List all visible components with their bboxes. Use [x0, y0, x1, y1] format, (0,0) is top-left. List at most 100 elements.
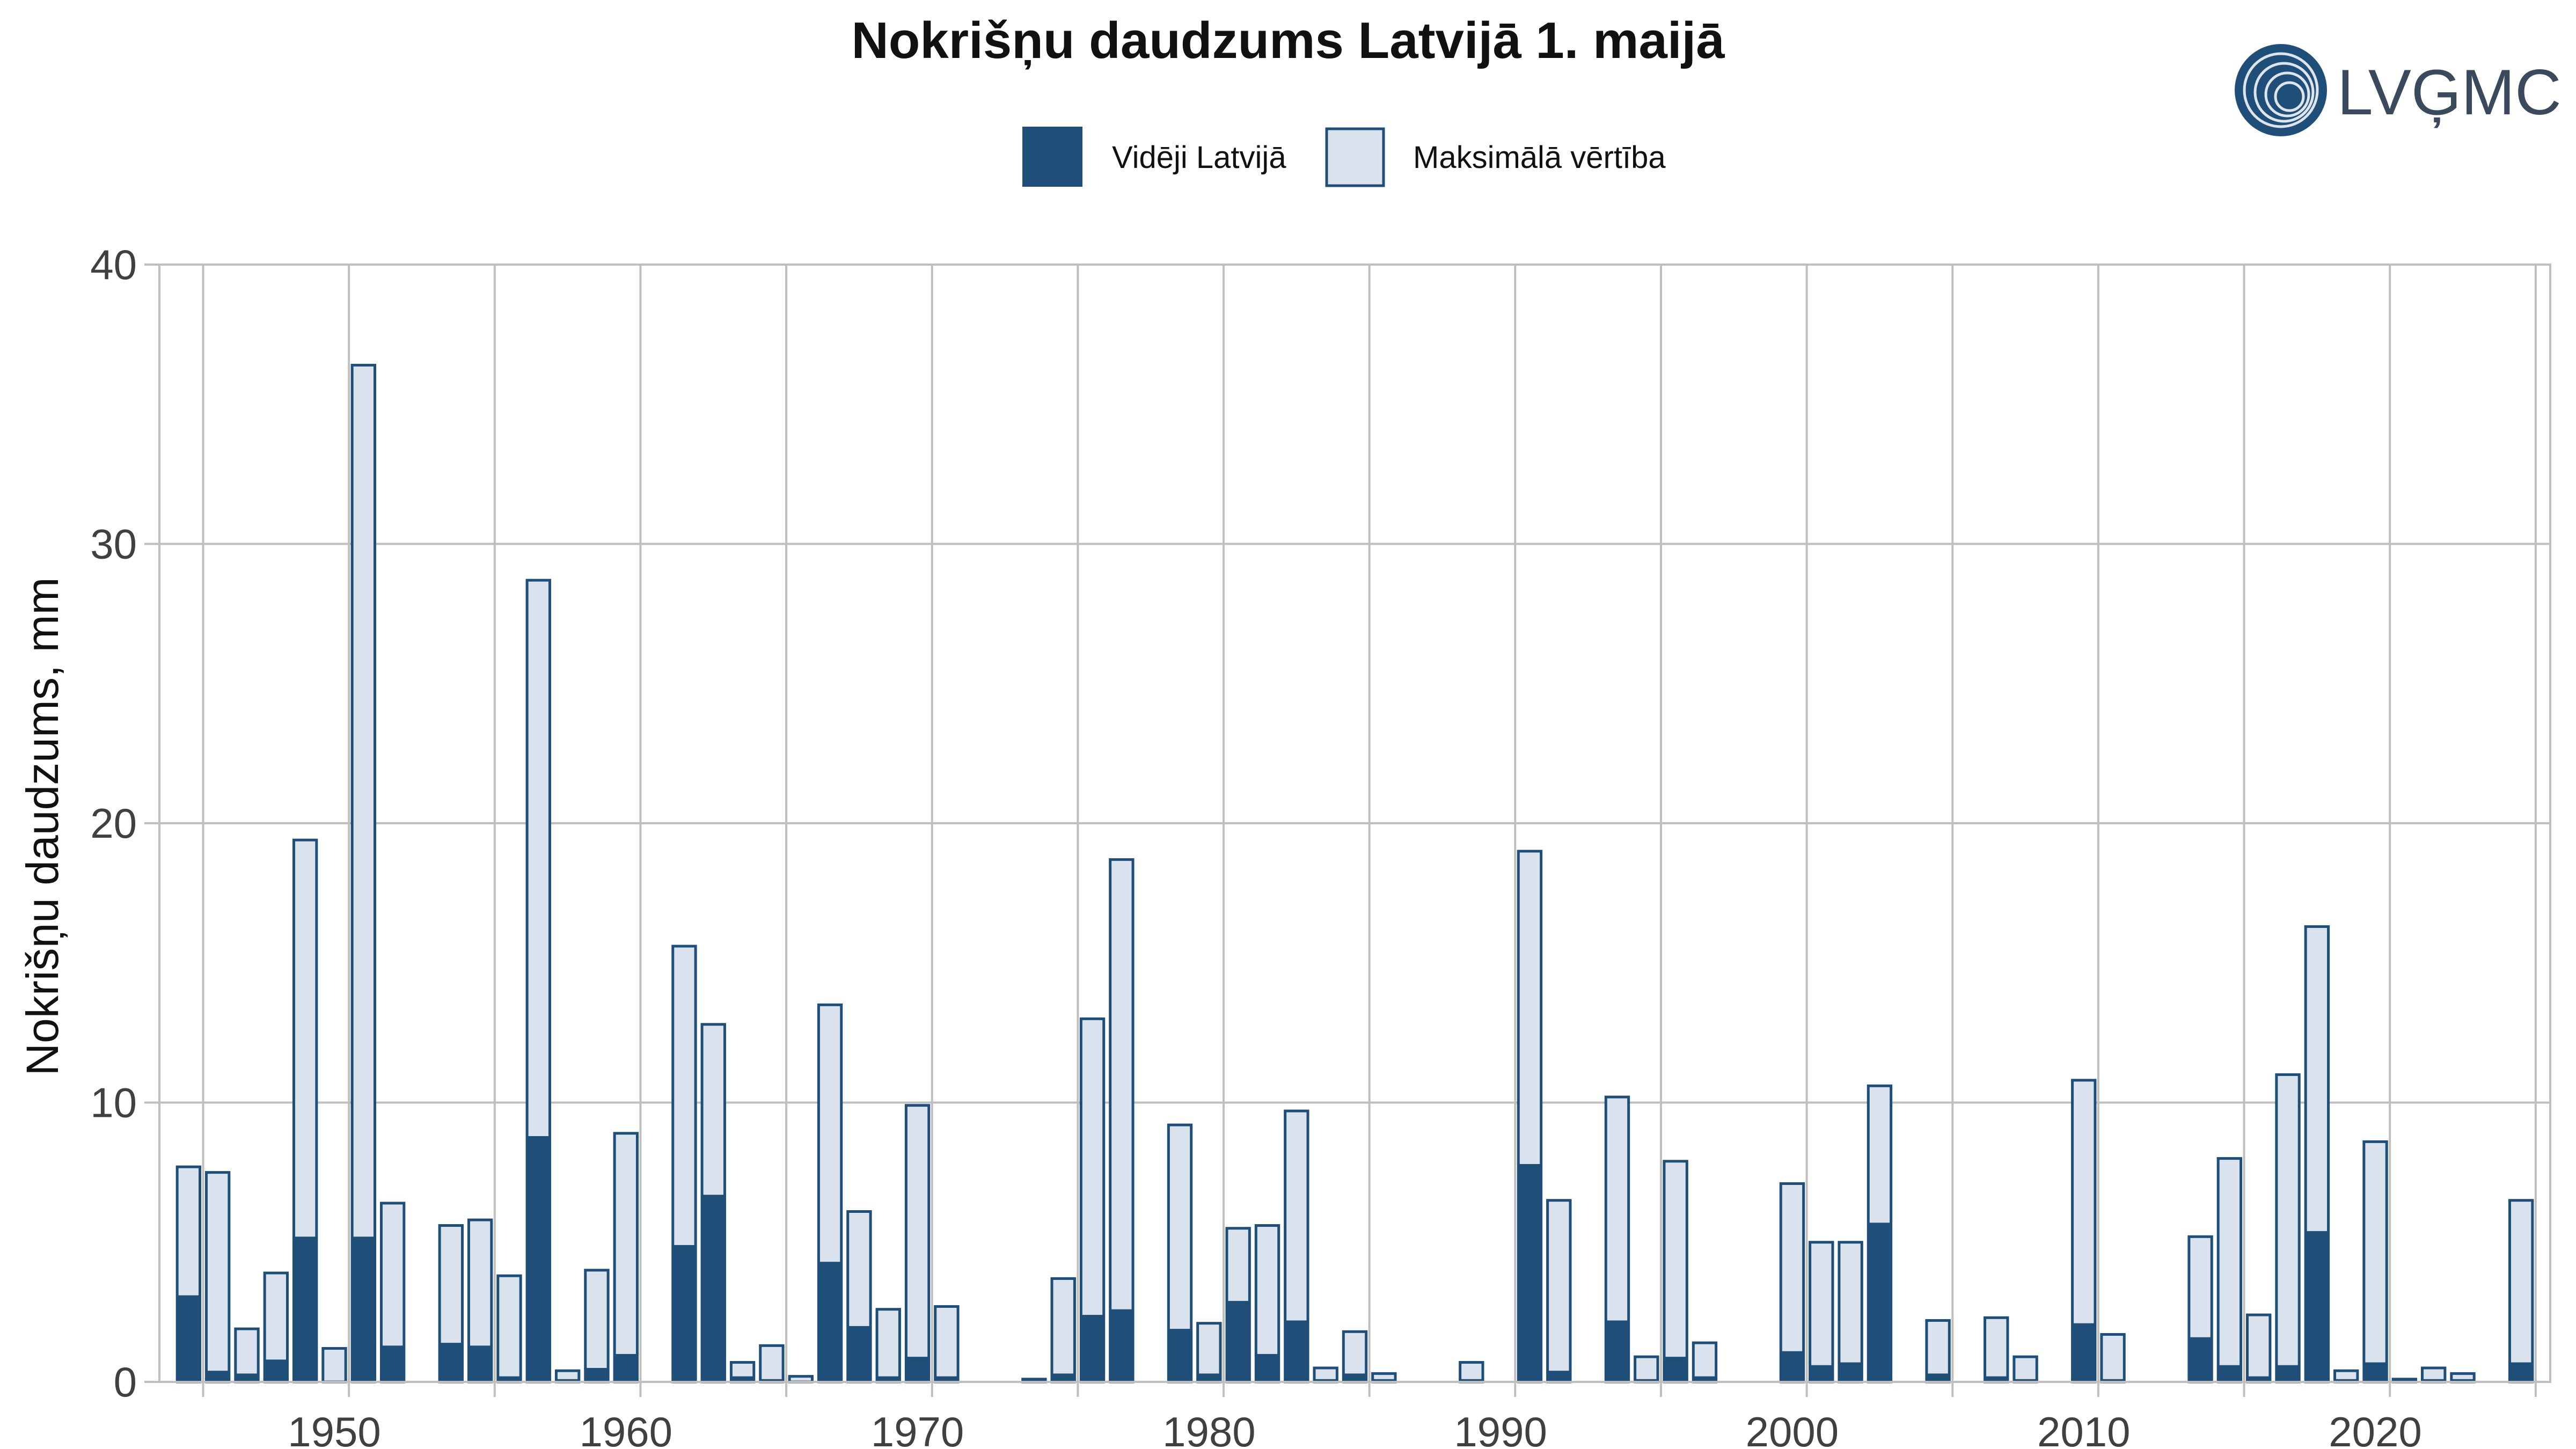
legend-swatch-max	[1325, 127, 1385, 187]
bar-average-1992	[1547, 1371, 1570, 1382]
y-tick-label: 0	[114, 1358, 137, 1406]
bar-average-1989	[1460, 1379, 1483, 1382]
bar-average-1947	[235, 1373, 259, 1382]
bar-average-2017	[2276, 1365, 2300, 1382]
bar-average-2001	[1810, 1365, 1833, 1382]
bar-max-1980	[1196, 1322, 1222, 1384]
bar-average-1970	[906, 1357, 929, 1382]
bar-average-1974	[1022, 1379, 1046, 1382]
y-axis-title: Nokrišņu daudzums, mm	[17, 577, 68, 1076]
bar-average-1996	[1664, 1357, 1687, 1382]
bar-average-1949	[294, 1236, 317, 1382]
bar-average-2018	[2306, 1231, 2329, 1382]
y-tick-label: 20	[90, 800, 137, 847]
grid	[159, 264, 2550, 1397]
bar-average-1975	[1052, 1373, 1075, 1382]
bar-average-1991	[1518, 1164, 1541, 1382]
bar-max-2007	[1984, 1316, 2009, 1384]
bar-average-1958	[556, 1379, 579, 1382]
bar-average-2010	[2072, 1323, 2095, 1382]
bar-max-1959	[584, 1269, 610, 1384]
bar-average-2003	[1868, 1223, 1891, 1382]
bar-max-1970	[904, 1104, 931, 1384]
bar-average-1971	[935, 1376, 958, 1382]
bar-max-2000	[1779, 1182, 1805, 1384]
bar-average-1979	[1168, 1329, 1191, 1382]
bar-average-1981	[1226, 1301, 1250, 1382]
bar-average-2021	[2393, 1379, 2416, 1382]
bar-max-2001	[1809, 1241, 1834, 1384]
bar-average-1946	[206, 1371, 229, 1382]
bar-average-1956	[497, 1376, 521, 1382]
bar-max-1950	[321, 1347, 347, 1384]
bar-average-1995	[1635, 1379, 1658, 1382]
x-tick-label: 1970	[871, 1408, 964, 1449]
bar-average-2022	[2422, 1379, 2445, 1382]
bar-average-1954	[440, 1343, 463, 1382]
bar-average-2008	[2014, 1379, 2037, 1382]
bar-average-1968	[847, 1326, 871, 1382]
x-tick-label: 1960	[580, 1408, 673, 1449]
bar-max-2025	[2508, 1199, 2534, 1384]
x-tick-label: 1980	[1162, 1408, 1256, 1449]
bar-average-2025	[2509, 1362, 2533, 1382]
bar-average-1945	[177, 1295, 200, 1382]
bar-max-1946	[204, 1171, 231, 1384]
y-tick-label: 40	[90, 241, 137, 288]
bar-average-1982	[1256, 1353, 1279, 1382]
plot-border	[158, 264, 2551, 1383]
bar-max-2008	[2012, 1355, 2038, 1384]
bar-average-2002	[1839, 1362, 1862, 1382]
x-tick-label: 2010	[2037, 1408, 2131, 1449]
chart-title: Nokrišņu daudzums Latvijā 1. maijā	[851, 12, 1725, 69]
bar-average-1960	[614, 1353, 638, 1382]
bar-max-1956	[496, 1274, 522, 1384]
lvgmc-logo: LVĢMC	[2235, 44, 2562, 136]
bar-max-1977	[1109, 858, 1135, 1384]
bar-max-2002	[1838, 1241, 1863, 1384]
bar-average-1984	[1314, 1379, 1337, 1382]
bar-max-2020	[2362, 1140, 2388, 1384]
bar-average-1965	[760, 1379, 784, 1382]
bar-average-1967	[818, 1262, 841, 1382]
bar-average-1980	[1197, 1373, 1221, 1382]
bar-average-1997	[1693, 1376, 1716, 1382]
bar-average-1963	[702, 1195, 725, 1382]
bar-average-2007	[1985, 1376, 2008, 1382]
x-tick-label: 1990	[1454, 1408, 1547, 1449]
bar-max-1995	[1634, 1355, 1659, 1384]
x-tick-label: 2000	[1746, 1408, 1839, 1449]
bar-average-2011	[2101, 1379, 2125, 1382]
bar-max-1989	[1459, 1361, 1484, 1384]
bar-average-1955	[469, 1345, 492, 1382]
legend-label-average: Vidēji Latvijā	[1112, 140, 1286, 175]
logo-text: LVĢMC	[2337, 56, 2562, 128]
bar-max-1996	[1663, 1160, 1688, 1384]
bar-max-2017	[2275, 1073, 2301, 1384]
bar-max-1947	[234, 1327, 260, 1384]
bar-max-1975	[1050, 1277, 1076, 1384]
bar-average-2020	[2363, 1362, 2387, 1382]
bar-average-1969	[877, 1376, 900, 1382]
bar-average-1964	[731, 1376, 754, 1382]
bar-max-1969	[875, 1308, 901, 1384]
bar-average-1948	[265, 1359, 288, 1382]
bars	[175, 363, 2534, 1384]
bar-max-2016	[2246, 1313, 2272, 1384]
bar-average-1976	[1081, 1315, 1104, 1382]
y-tick-label: 30	[90, 521, 137, 568]
y-tick-label: 10	[90, 1079, 137, 1126]
bar-max-1960	[613, 1132, 639, 1384]
bar-max-1992	[1546, 1199, 1572, 1384]
bar-max-1997	[1692, 1341, 1718, 1384]
bar-average-1959	[585, 1367, 609, 1382]
bar-average-1986	[1372, 1379, 1396, 1382]
bar-average-2014	[2189, 1337, 2212, 1382]
bar-average-2000	[1781, 1351, 1804, 1382]
legend-label-max: Maksimālā vērtība	[1413, 140, 1666, 175]
bar-average-2016	[2247, 1376, 2270, 1382]
bar-average-1985	[1343, 1373, 1366, 1382]
legend-swatch-average	[1022, 127, 1082, 187]
x-tick-label: 2020	[2329, 1408, 2422, 1449]
